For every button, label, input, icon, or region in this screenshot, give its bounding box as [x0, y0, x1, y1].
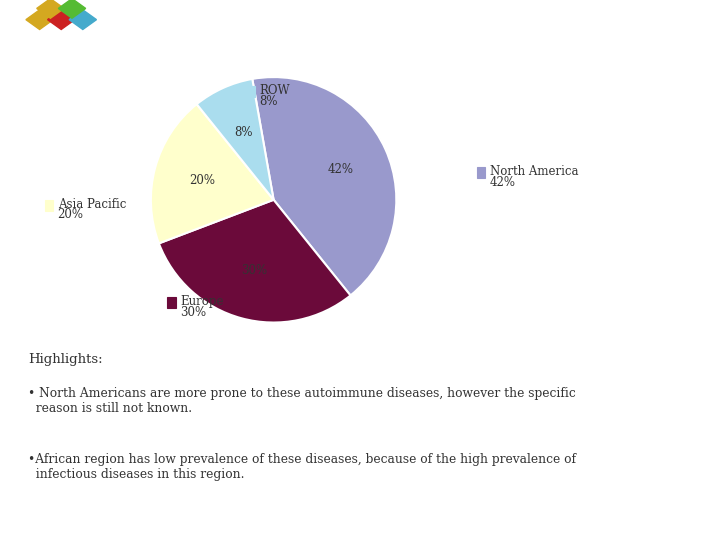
- Text: •African region has low prevalence of these diseases, because of the high preval: •African region has low prevalence of th…: [28, 453, 577, 481]
- Text: • North Americans are more prone to these autoimmune diseases, however the speci: • North Americans are more prone to thes…: [28, 387, 576, 415]
- Text: 30%: 30%: [241, 265, 267, 278]
- Text: 30%: 30%: [180, 306, 206, 319]
- Text: 42%: 42%: [490, 176, 516, 189]
- Wedge shape: [252, 77, 396, 295]
- Text: Europe: Europe: [180, 295, 223, 308]
- Wedge shape: [197, 79, 274, 200]
- Text: ROW: ROW: [259, 84, 290, 97]
- Polygon shape: [58, 0, 86, 18]
- Text: 42%: 42%: [328, 163, 354, 176]
- Text: 20%: 20%: [189, 174, 215, 187]
- Text: 8%: 8%: [234, 126, 253, 139]
- Polygon shape: [26, 10, 53, 30]
- Polygon shape: [37, 0, 64, 18]
- Text: Asia Pacific: Asia Pacific: [58, 198, 126, 211]
- Text: North America: North America: [490, 165, 578, 178]
- Text: Highlights:: Highlights:: [28, 353, 103, 366]
- Wedge shape: [159, 200, 351, 322]
- Text: 8%: 8%: [259, 95, 278, 108]
- Polygon shape: [48, 10, 75, 30]
- Text: 20%: 20%: [58, 208, 84, 221]
- Text: MARKETSANDMARKETS: MARKETSANDMARKETS: [22, 59, 132, 68]
- Text: Geographical Analysis (2009): Geographical Analysis (2009): [158, 24, 470, 44]
- Wedge shape: [151, 104, 274, 244]
- Polygon shape: [69, 10, 96, 30]
